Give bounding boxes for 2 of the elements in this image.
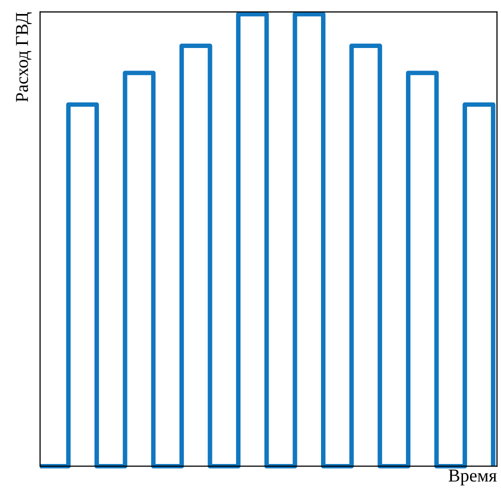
x-axis-title: Время: [448, 470, 497, 486]
y-axis-title: Расход ГВД: [16, 12, 32, 102]
